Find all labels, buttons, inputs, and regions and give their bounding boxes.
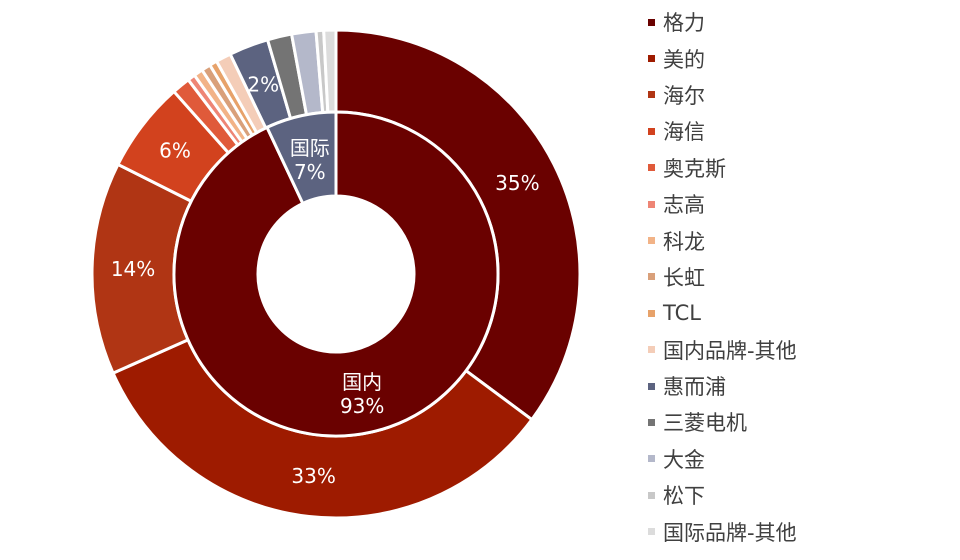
legend-item: 美的 (648, 40, 797, 76)
legend-label: 惠而浦 (663, 375, 726, 400)
slice-labels: 35% 33% 14% 6% 2% 国内 93% 国际 7% (111, 72, 540, 487)
outer-slice-label-2: 14% (111, 257, 155, 281)
legend-swatch (648, 455, 655, 463)
inner-slice-label-1: 国际 7% (290, 136, 330, 184)
legend-label: 海信 (663, 120, 705, 145)
legend-swatch (648, 491, 655, 499)
legend-label: 国际品牌-其他 (663, 520, 797, 545)
inner-slice-1 (265, 110, 338, 206)
inner-ring (172, 110, 500, 438)
legend-swatch (648, 528, 655, 536)
inner-slice-pct-1: 7% (294, 160, 326, 184)
legend-label: 三菱电机 (663, 411, 747, 436)
legend-swatch (648, 200, 655, 208)
outer-slice-label-3: 6% (159, 138, 191, 162)
donut-chart: 35% 33% 14% 6% 2% 国内 93% 国际 7% (90, 28, 582, 520)
legend-label: 海尔 (663, 83, 705, 108)
legend-swatch (648, 55, 655, 63)
inner-slice-pct-0: 93% (340, 394, 384, 418)
inner-slice-name-1: 国际 (290, 136, 330, 160)
outer-slice-label-10: 2% (247, 72, 279, 96)
legend: 格力美的海尔海信奥克斯志高科龙长虹 TCL 国内品牌-其他 惠而浦三菱电机大金松下国际… (648, 4, 797, 550)
legend-item: 志高 (648, 186, 797, 222)
legend-item: 海尔 (648, 77, 797, 113)
legend-item: 格力 (648, 4, 797, 40)
legend-swatch (648, 18, 655, 26)
legend-item: 大金 (648, 441, 797, 477)
inner-slice-0 (172, 110, 500, 438)
legend-item: 国内品牌-其他 (648, 332, 797, 368)
legend-label: 科龙 (663, 229, 705, 254)
legend-swatch (648, 164, 655, 172)
legend-item: 长虹 (648, 259, 797, 295)
legend-item: 惠而浦 (648, 368, 797, 404)
legend-swatch (648, 418, 655, 426)
legend-swatch (648, 309, 655, 317)
outer-slice-label-0: 35% (495, 171, 539, 195)
legend-item: 海信 (648, 113, 797, 149)
legend-label: 大金 (663, 447, 705, 472)
legend-label: 国内品牌-其他 (663, 338, 797, 363)
legend-item: 三菱电机 (648, 404, 797, 440)
legend-item: TCL (648, 295, 797, 331)
legend-swatch (648, 382, 655, 390)
legend-item: 奥克斯 (648, 150, 797, 186)
legend-item: 松下 (648, 477, 797, 513)
legend-label: 奥克斯 (663, 156, 726, 181)
legend-label: 长虹 (663, 265, 705, 290)
legend-label: 美的 (663, 47, 705, 72)
legend-item: 科龙 (648, 222, 797, 258)
legend-swatch (648, 346, 655, 354)
legend-item: 国际品牌-其他 (648, 513, 797, 549)
legend-label: 志高 (663, 193, 705, 218)
outer-ring (90, 28, 582, 520)
legend-label: 松下 (663, 484, 705, 509)
inner-slice-name-0: 国内 (342, 370, 382, 394)
legend-swatch (648, 273, 655, 281)
legend-swatch (648, 91, 655, 99)
inner-slice-label-0: 国内 93% (340, 370, 384, 418)
legend-swatch (648, 237, 655, 245)
legend-label: TCL (663, 301, 701, 326)
legend-swatch (648, 127, 655, 135)
legend-label: 格力 (663, 11, 705, 36)
outer-slice-label-1: 33% (291, 464, 335, 488)
